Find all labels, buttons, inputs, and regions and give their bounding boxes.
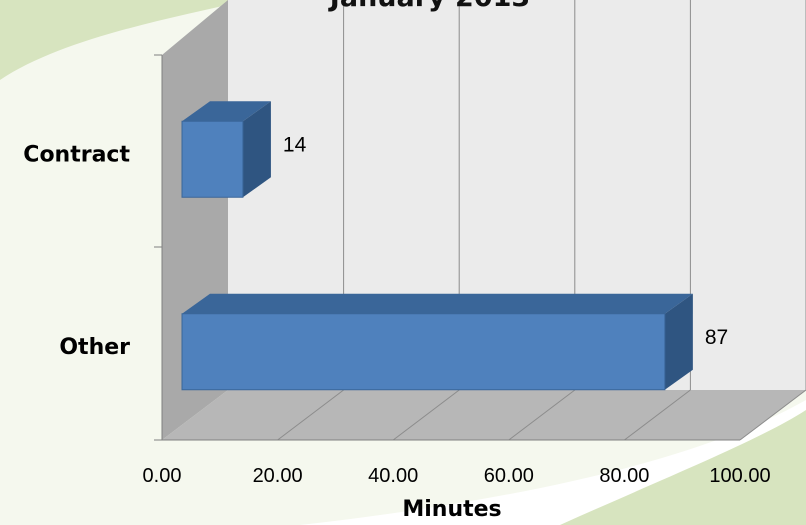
data-label: 14: [283, 133, 307, 156]
bar-contract: [181, 101, 271, 198]
x-tick-label: 0.00: [143, 465, 182, 487]
category-label: Other: [59, 335, 130, 360]
bar-front-face: [181, 120, 244, 198]
bar-top-face: [182, 293, 693, 314]
bar-side-face: [242, 101, 271, 198]
bar-other: [181, 293, 693, 391]
x-tick-label: 20.00: [253, 465, 303, 487]
category-label: Contract: [23, 142, 130, 167]
chart-title: January 2013: [328, 0, 530, 13]
x-axis-title: Minutes: [402, 497, 501, 522]
x-tick-label: 100.00: [709, 465, 770, 487]
floor-gridline: [739, 389, 806, 441]
floor-gridline: [392, 389, 460, 441]
floor-gridline: [508, 389, 576, 441]
bar-side-face: [664, 293, 693, 390]
floor-gridline: [624, 389, 691, 441]
x-tick-label: 40.00: [368, 465, 418, 487]
bar-front-face: [181, 313, 666, 391]
x-tick-label: 80.00: [599, 465, 649, 487]
bar-top-face: [182, 101, 271, 122]
x-tick-label: 60.00: [484, 465, 534, 487]
background-green-swoosh: [560, 410, 806, 525]
bars: 14 87: [181, 101, 728, 391]
category-labels: Contract Other: [23, 142, 130, 360]
data-label: 87: [705, 326, 728, 349]
back-wall: [228, 0, 806, 390]
axes: [154, 54, 740, 441]
floor: [162, 390, 806, 440]
x-tick-labels: 0.00 20.00 40.00 60.00 80.00 100.00: [143, 465, 771, 487]
background-green-swoosh-top: [0, 0, 250, 80]
floor-gridline: [277, 389, 344, 441]
